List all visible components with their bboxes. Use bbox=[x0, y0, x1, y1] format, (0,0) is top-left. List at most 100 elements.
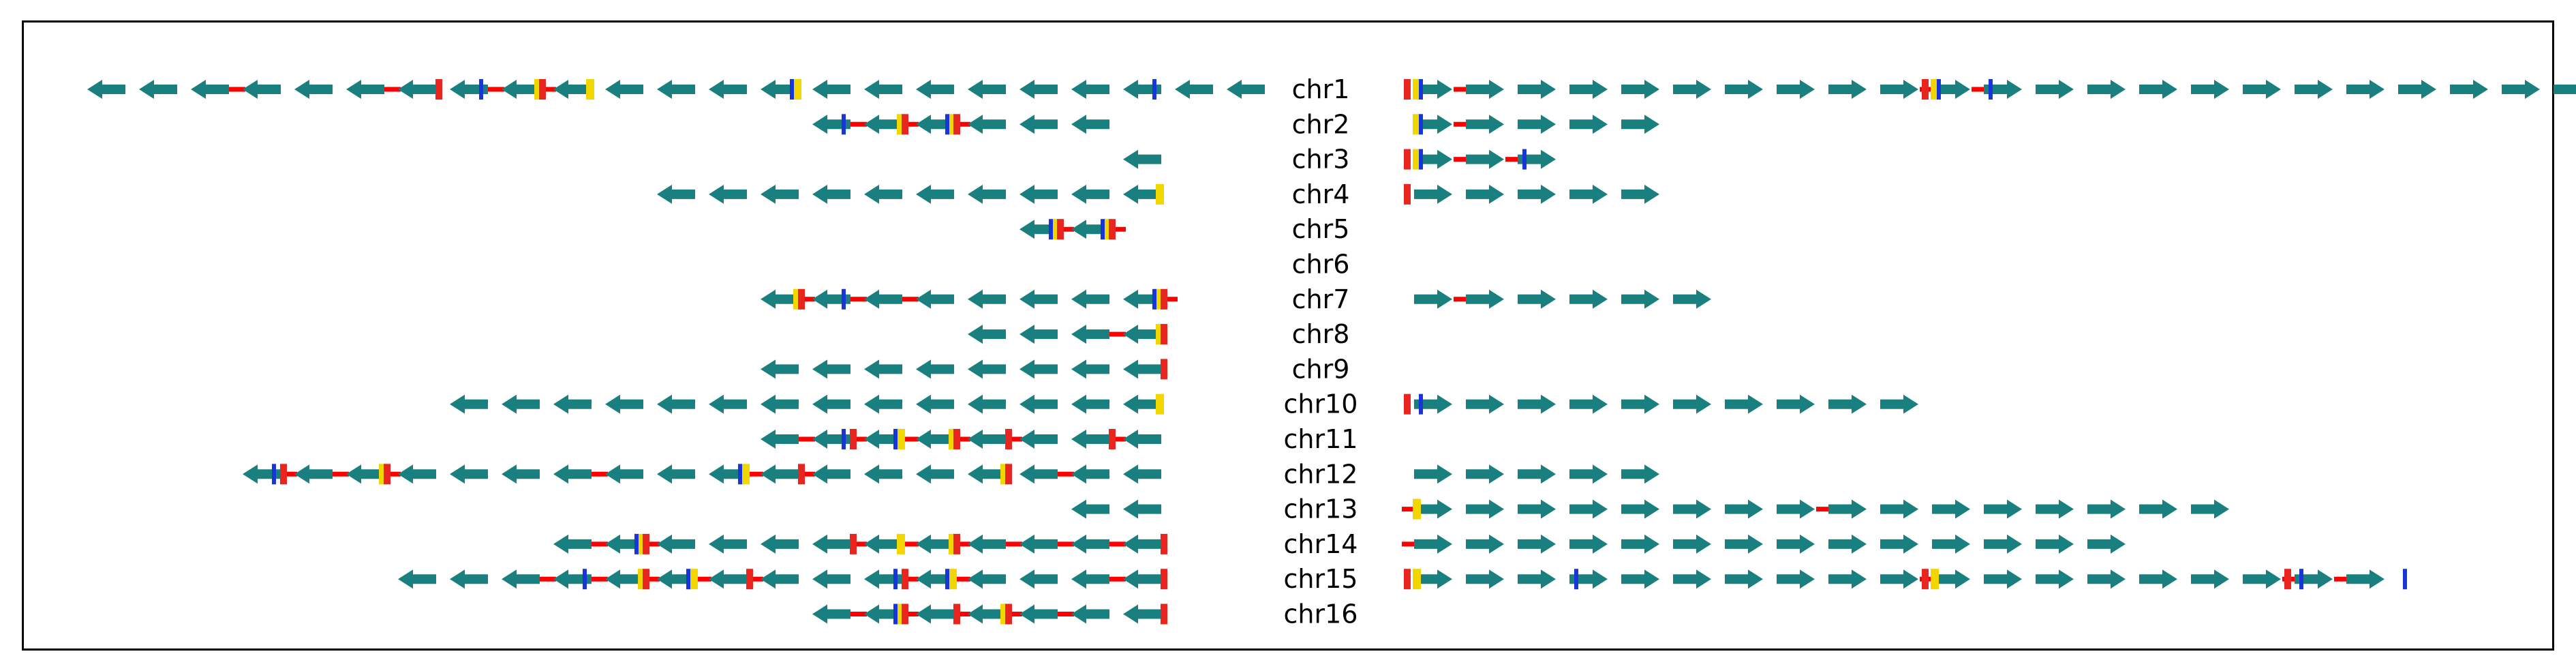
left-gene-arrow bbox=[812, 569, 850, 589]
left-gene-arrow bbox=[1071, 499, 1109, 519]
left-gene-arrow bbox=[1019, 80, 1058, 99]
right-blue-mark bbox=[1937, 79, 1941, 100]
left-gene-arrow bbox=[761, 534, 799, 554]
left-gene-arrow bbox=[709, 394, 747, 414]
left-gene-arrow bbox=[657, 184, 695, 204]
left-gene-arrow bbox=[709, 80, 747, 99]
left-blue-mark bbox=[790, 79, 794, 100]
left-gene-arrow bbox=[1019, 325, 1058, 344]
left-gene-arrow bbox=[968, 604, 1006, 624]
left-blue-mark bbox=[1152, 288, 1156, 310]
left-gene-arrow bbox=[1123, 430, 1161, 449]
right-gene-arrow bbox=[2191, 80, 2229, 99]
left-gene-arrow bbox=[605, 534, 643, 554]
left-gene-arrow bbox=[864, 184, 902, 204]
left-gene-arrow bbox=[761, 394, 799, 414]
right-gene-arrow bbox=[1828, 534, 1867, 554]
right-gene-arrow bbox=[1414, 80, 1452, 99]
left-gene-arrow bbox=[657, 80, 695, 99]
left-red-mark bbox=[384, 464, 390, 485]
left-gene-arrow bbox=[709, 534, 747, 554]
chromosome-label: chr12 bbox=[1284, 459, 1358, 489]
right-gene-arrow bbox=[1569, 394, 1608, 414]
left-gene-arrow bbox=[1123, 534, 1161, 554]
left-yellow-mark bbox=[690, 569, 698, 590]
right-gene-arrow bbox=[2087, 534, 2126, 554]
chromosome-label: chr1 bbox=[1292, 74, 1350, 104]
left-gene-arrow bbox=[916, 430, 954, 449]
left-gene-arrow bbox=[1175, 80, 1213, 99]
left-gene-arrow bbox=[761, 464, 799, 484]
right-gene-arrow bbox=[2139, 499, 2177, 519]
right-gene-arrow bbox=[1621, 499, 1659, 519]
right-gene-arrow bbox=[1466, 394, 1504, 414]
left-blue-mark bbox=[893, 603, 898, 625]
right-gene-arrow bbox=[1466, 289, 1504, 309]
right-gene-arrow bbox=[1466, 115, 1504, 134]
right-gene-arrow bbox=[1777, 534, 1815, 554]
left-gene-arrow bbox=[1123, 464, 1161, 484]
left-red-mark bbox=[746, 569, 753, 590]
left-yellow-mark bbox=[949, 569, 957, 590]
left-blue-mark bbox=[738, 464, 742, 485]
left-gene-arrow bbox=[1071, 464, 1109, 484]
left-gene-arrow bbox=[346, 464, 384, 484]
left-gene-arrow bbox=[968, 359, 1006, 379]
left-gene-arrow bbox=[916, 359, 954, 379]
right-gene-arrow bbox=[1569, 80, 1608, 99]
left-blue-mark bbox=[1152, 79, 1156, 100]
left-red-mark bbox=[1005, 429, 1012, 449]
right-red-mark bbox=[1922, 79, 1929, 100]
left-red-mark bbox=[902, 603, 908, 625]
left-red-mark bbox=[902, 569, 908, 590]
right-blue-mark bbox=[1522, 149, 1527, 170]
right-gene-arrow bbox=[1880, 569, 1918, 589]
right-gene-arrow bbox=[1984, 534, 2022, 554]
chromosome-label: chr2 bbox=[1292, 109, 1350, 139]
right-gene-arrow bbox=[1725, 394, 1763, 414]
right-gene-arrow bbox=[2502, 80, 2540, 99]
right-gene-arrow bbox=[1569, 464, 1608, 484]
right-gene-arrow bbox=[1466, 534, 1504, 554]
right-gene-arrow bbox=[1518, 149, 1556, 169]
right-gene-arrow bbox=[1621, 115, 1659, 134]
right-red-mark bbox=[2284, 569, 2291, 590]
left-gene-arrow bbox=[243, 80, 281, 99]
right-gene-arrow bbox=[1621, 569, 1659, 589]
left-red-mark bbox=[539, 79, 546, 100]
left-blue-mark bbox=[893, 429, 898, 449]
left-gene-arrow bbox=[398, 80, 436, 99]
left-red-mark bbox=[1161, 324, 1167, 345]
left-red-mark bbox=[1161, 359, 1167, 380]
right-gene-arrow bbox=[1466, 569, 1504, 589]
left-gene-arrow bbox=[502, 464, 540, 484]
left-blue-mark bbox=[634, 533, 639, 554]
left-yellow-mark bbox=[586, 79, 594, 100]
left-gene-arrow bbox=[139, 80, 177, 99]
left-gene-arrow bbox=[1123, 499, 1161, 519]
left-gene-arrow bbox=[450, 464, 488, 484]
right-gene-arrow bbox=[1466, 149, 1504, 169]
left-gene-arrow bbox=[1071, 220, 1109, 239]
right-gene-arrow bbox=[1466, 464, 1504, 484]
left-gene-arrow bbox=[916, 569, 954, 589]
left-red-mark bbox=[953, 603, 960, 625]
left-gene-arrow bbox=[968, 430, 1006, 449]
right-gene-arrow bbox=[1466, 499, 1504, 519]
left-red-mark bbox=[1161, 533, 1167, 554]
right-gene-arrow bbox=[1569, 115, 1608, 134]
chromosome-label: chr3 bbox=[1292, 145, 1350, 175]
right-gene-arrow bbox=[1518, 394, 1556, 414]
right-gene-arrow bbox=[1777, 394, 1815, 414]
right-gene-arrow bbox=[2398, 80, 2436, 99]
left-gene-arrow bbox=[864, 604, 902, 624]
left-gene-arrow bbox=[709, 184, 747, 204]
left-blue-mark bbox=[893, 569, 898, 590]
left-gene-arrow bbox=[812, 394, 850, 414]
left-gene-arrow bbox=[812, 184, 850, 204]
left-gene-arrow bbox=[553, 534, 592, 554]
right-gene-arrow bbox=[1880, 499, 1918, 519]
right-gene-arrow bbox=[2139, 569, 2177, 589]
right-gene-arrow bbox=[1673, 394, 1711, 414]
right-gene-arrow bbox=[1414, 289, 1452, 309]
